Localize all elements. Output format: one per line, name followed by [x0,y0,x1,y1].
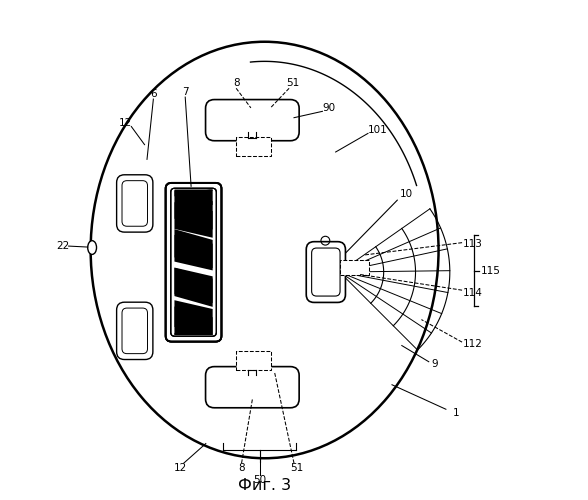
Polygon shape [175,384,213,423]
FancyBboxPatch shape [206,366,299,408]
Text: 101: 101 [368,125,387,135]
Bar [340,260,369,274]
Text: 8: 8 [238,463,245,473]
Polygon shape [175,74,213,114]
FancyBboxPatch shape [172,190,215,335]
Polygon shape [175,113,213,152]
Text: 10: 10 [400,188,413,198]
Text: 50: 50 [253,476,266,486]
Polygon shape [175,235,213,270]
Text: 9: 9 [432,358,439,368]
Text: 6: 6 [150,89,156,99]
FancyBboxPatch shape [122,180,148,226]
Text: 12: 12 [173,463,187,473]
Text: Фиг. 3: Фиг. 3 [238,478,291,492]
Text: 113: 113 [463,239,483,249]
Ellipse shape [88,240,96,254]
Text: 22: 22 [56,241,69,251]
Polygon shape [175,202,213,238]
Polygon shape [175,268,213,303]
Polygon shape [175,306,213,346]
Polygon shape [175,137,213,172]
Text: 12: 12 [118,118,132,128]
Ellipse shape [91,42,439,458]
Text: 51: 51 [290,463,303,473]
Polygon shape [175,39,213,74]
Polygon shape [175,398,213,434]
Text: 90: 90 [323,103,336,113]
Bar [236,352,272,370]
Polygon shape [175,6,213,42]
Text: 1: 1 [452,408,459,418]
Polygon shape [175,190,213,230]
FancyBboxPatch shape [206,100,299,140]
Polygon shape [175,268,213,307]
Polygon shape [175,72,213,107]
FancyBboxPatch shape [122,308,148,354]
Polygon shape [175,36,213,75]
Polygon shape [175,366,213,401]
Polygon shape [175,229,213,268]
Text: 7: 7 [182,87,189,97]
Polygon shape [175,345,213,384]
Text: 8: 8 [233,78,239,88]
FancyBboxPatch shape [116,302,153,360]
Polygon shape [175,170,213,205]
FancyBboxPatch shape [306,242,345,302]
FancyBboxPatch shape [116,175,153,232]
FancyBboxPatch shape [166,183,222,342]
Polygon shape [175,333,213,368]
Text: 112: 112 [463,339,483,349]
FancyBboxPatch shape [171,188,216,336]
Text: 115: 115 [481,266,501,276]
FancyBboxPatch shape [312,248,340,296]
Polygon shape [175,300,213,336]
Polygon shape [175,104,213,140]
Text: 51: 51 [286,78,300,88]
FancyBboxPatch shape [172,190,215,335]
Text: 114: 114 [463,288,483,298]
Polygon shape [175,152,213,191]
Bar [236,138,272,156]
